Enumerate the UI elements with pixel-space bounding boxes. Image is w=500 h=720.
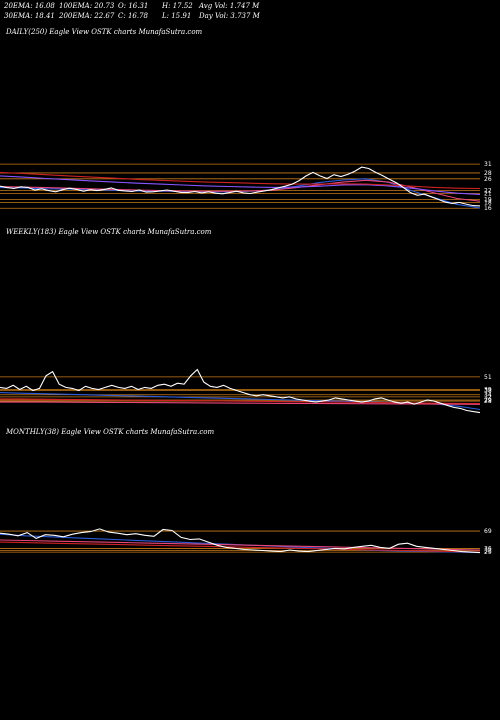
monthly-ema-line xyxy=(0,539,481,551)
stat-day-vol: Day Vol: 3.737 M xyxy=(199,12,260,20)
weekly-level-label: 39 xyxy=(484,386,492,393)
monthly-level-label: 36 xyxy=(484,545,492,552)
weekly-price-line xyxy=(0,368,481,414)
daily-level-label: 28 xyxy=(484,170,492,177)
daily-level-label: 26 xyxy=(484,176,492,183)
stat-200ema: 200EMA: 22.67 xyxy=(59,12,115,20)
weekly-panel-title: WEEKLY(183) Eagle View OSTK charts Munaf… xyxy=(6,228,212,236)
daily-level-label: 31 xyxy=(484,161,492,168)
daily-level-label: 22 xyxy=(484,188,492,195)
weekly-level-label: 38 xyxy=(484,388,492,395)
stat-low: L: 15.91 xyxy=(162,12,192,20)
stat-avg-vol: Avg Vol: 1.747 M xyxy=(199,2,260,10)
weekly-level-label: 34 xyxy=(484,392,492,399)
daily-ema-line xyxy=(0,171,481,190)
daily-level-label: 21 xyxy=(484,191,492,198)
weekly-ema-line xyxy=(0,401,481,405)
weekly-level-label: 51 xyxy=(484,374,492,381)
monthly-panel-title: MONTHLY(38) Eagle View OSTK charts Munaf… xyxy=(6,428,215,436)
daily-price-line xyxy=(0,166,481,207)
monthly-ema-line xyxy=(0,541,481,553)
monthly-level-label: 32 xyxy=(484,548,492,555)
weekly-level-label: 29 xyxy=(484,397,492,404)
stat-open: O: 16.31 xyxy=(118,2,149,10)
daily-level-label: 18 xyxy=(484,199,492,206)
daily-ema-line xyxy=(0,175,481,195)
stat-high: H: 17.52 xyxy=(162,2,193,10)
stat-20ema: 20EMA: 16.08 xyxy=(4,2,55,10)
monthly-level-label: 69 xyxy=(484,528,492,535)
daily-level-label: 19 xyxy=(484,196,492,203)
daily-level-label: 16 xyxy=(484,205,492,212)
monthly-level-label: 29 xyxy=(484,549,492,556)
stat-100ema: 100EMA: 20.73 xyxy=(59,2,115,10)
monthly-price-line xyxy=(0,528,481,554)
weekly-level-label: 28 xyxy=(484,398,492,405)
daily-panel-title: DAILY(250) Eagle View OSTK charts Munafa… xyxy=(6,28,203,36)
stat-30ema: 30EMA: 18.41 xyxy=(4,12,55,20)
weekly-level-label: 32 xyxy=(484,394,492,401)
stat-close: C: 16.78 xyxy=(118,12,148,20)
